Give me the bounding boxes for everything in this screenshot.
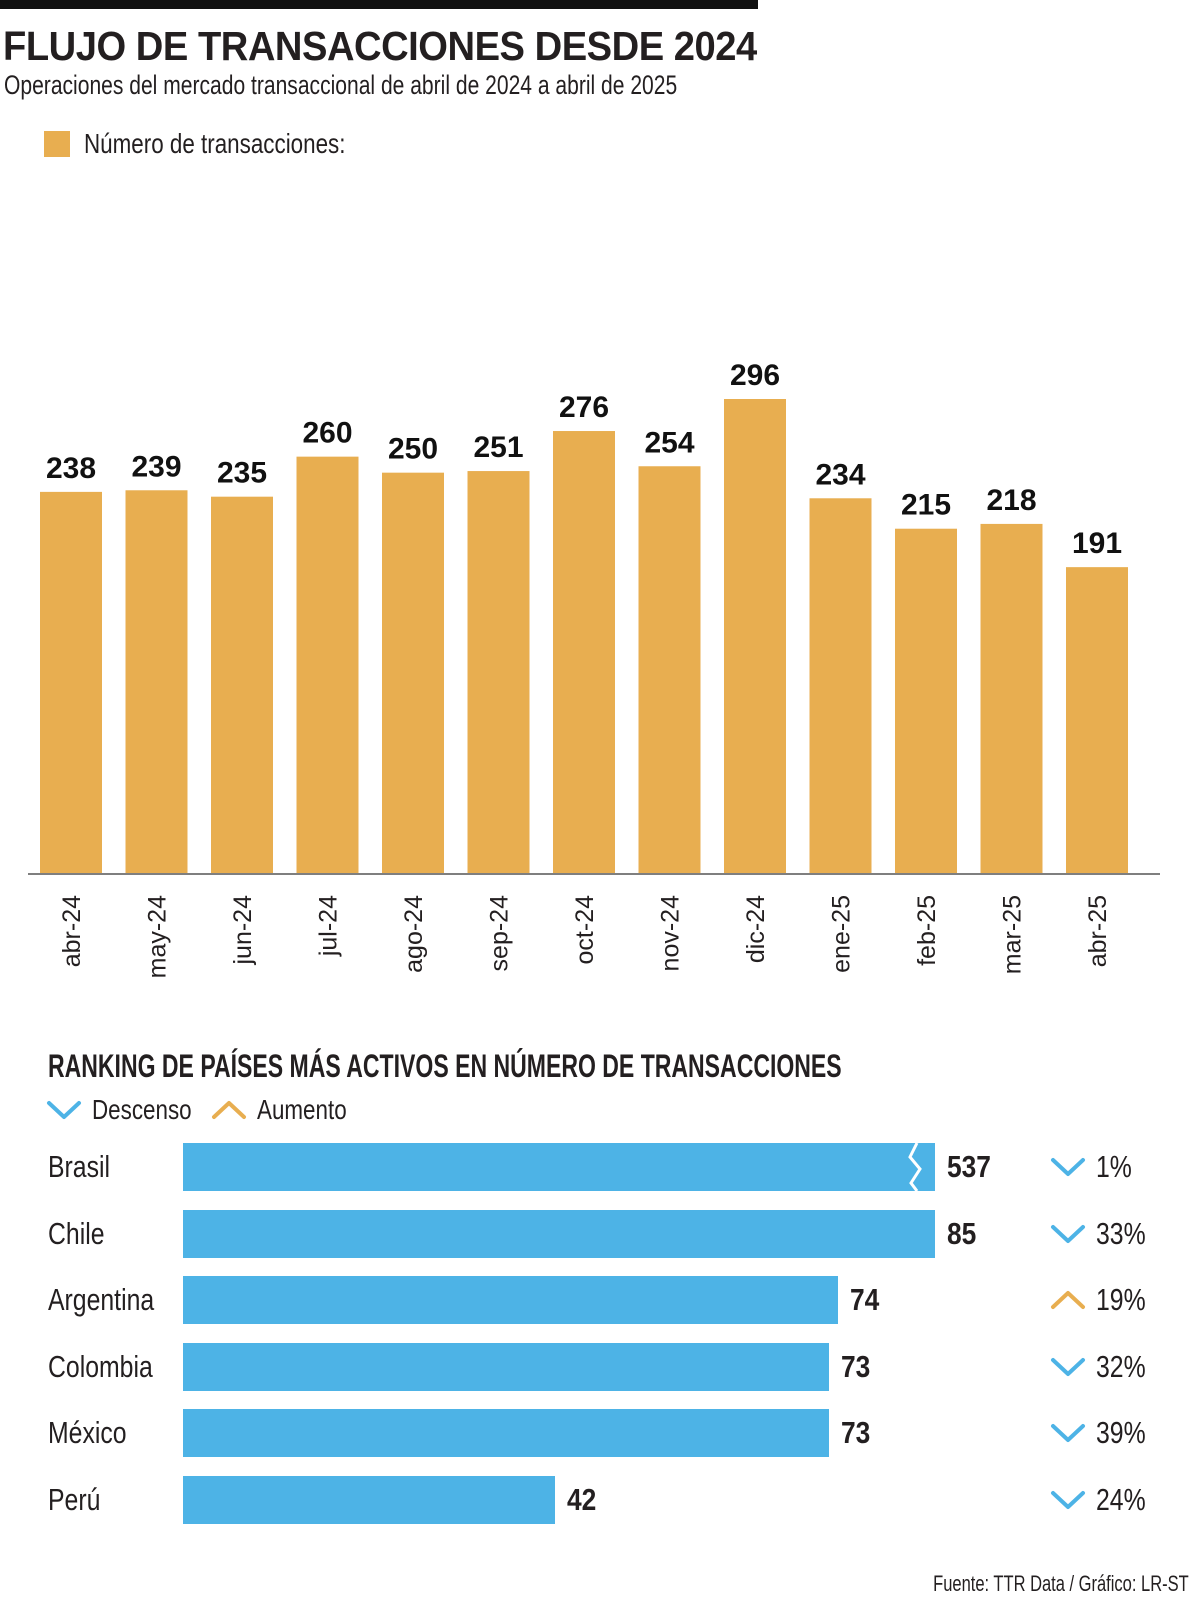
country-label: Brasil [48, 1149, 111, 1184]
x-tick-label: nov-24 [657, 895, 685, 972]
chevron-down-icon [1051, 1490, 1085, 1509]
bar-value-label: 251 [473, 431, 523, 464]
change-indicator: 19% [1050, 1282, 1158, 1318]
x-tick-label: jul-24 [315, 895, 343, 957]
chart-subtitle: Operaciones del mercado transaccional de… [4, 70, 678, 100]
country-label: Chile [48, 1215, 105, 1251]
bar-value-label: 234 [815, 458, 865, 491]
ranking-title: RANKING DE PAÍSES MÁS ACTIVOS EN NÚMERO … [48, 1048, 842, 1084]
ranking-bar [183, 1409, 829, 1457]
bar-value-label: 260 [302, 417, 352, 450]
ranking-bar [183, 1475, 555, 1524]
x-tick-label: ago-24 [400, 895, 428, 973]
ranking-row: Colombia 73 32% [0, 1342, 1195, 1391]
ranking-value: 73 [841, 1415, 871, 1450]
chevron-down-icon [1051, 1357, 1085, 1376]
bar-legend: Número de transacciones: [44, 128, 411, 160]
ranking-row: Brasil 537 1% [0, 1143, 1195, 1191]
chevron-down-icon [47, 1101, 81, 1119]
country-label: Argentina [48, 1282, 155, 1317]
ranking-legend: Descenso Aumento [46, 1092, 363, 1128]
ranking-bar [183, 1342, 829, 1391]
bar-value-label: 296 [730, 359, 780, 392]
change-pct: 24% [1096, 1481, 1146, 1517]
bar [980, 523, 1043, 873]
bar [296, 456, 359, 873]
x-tick-label: ene-25 [828, 895, 856, 973]
ranking-row: Chile 85 33% [0, 1209, 1195, 1258]
ranking-row: Perú 42 24% [0, 1475, 1195, 1524]
ranking-value: 73 [841, 1348, 871, 1384]
country-label: Perú [48, 1481, 101, 1517]
chevron-down-icon [1051, 1158, 1085, 1176]
chevron-up-icon [1051, 1291, 1085, 1309]
bar [467, 471, 530, 873]
chevron-up-icon [211, 1101, 246, 1119]
bar [895, 528, 957, 873]
chevron-down-icon [1051, 1224, 1085, 1243]
change-indicator: 24% [1050, 1482, 1158, 1518]
x-tick-label: may-24 [144, 895, 172, 978]
bar-value-label: 218 [986, 484, 1036, 517]
change-pct: 19% [1096, 1282, 1146, 1317]
change-pct: 33% [1096, 1215, 1146, 1251]
ranking-value: 537 [947, 1149, 991, 1184]
top-rule [0, 0, 758, 9]
ranking-row: Argentina 74 19% [0, 1276, 1195, 1324]
monthly-bar-chart: 238 abr-24 239 may-24 235 jun-24 260 jul-24 250 a… [28, 359, 1160, 978]
chevron-down-icon [1051, 1424, 1085, 1442]
ranking-bar [183, 1276, 838, 1324]
change-pct: 1% [1096, 1149, 1132, 1184]
change-indicator: 32% [1050, 1349, 1158, 1385]
bar [211, 496, 273, 873]
bar [1066, 567, 1128, 873]
legend-descenso-label: Descenso [92, 1094, 192, 1125]
x-tick-label: feb-25 [913, 895, 941, 966]
bar-value-label: 276 [559, 391, 609, 424]
x-tick-label: sep-24 [486, 895, 514, 972]
country-label: México [48, 1415, 127, 1450]
ranking-value: 42 [567, 1481, 597, 1517]
bar-value-label: 191 [1072, 527, 1122, 560]
x-tick-label: abr-24 [58, 895, 86, 967]
axis-break-icon [908, 1143, 922, 1191]
country-label: Colombia [48, 1348, 153, 1384]
bar-value-label: 215 [901, 489, 951, 522]
change-pct: 39% [1096, 1415, 1146, 1450]
ranking-bar [183, 1143, 935, 1191]
change-indicator: 33% [1050, 1216, 1158, 1252]
ranking-row: México 73 39% [0, 1409, 1195, 1457]
x-tick-label: mar-25 [999, 895, 1027, 974]
bar [553, 431, 615, 873]
x-tick-label: oct-24 [571, 895, 599, 965]
legend-swatch [44, 131, 70, 157]
x-tick-label: abr-25 [1084, 895, 1112, 967]
bar [125, 490, 188, 873]
bar [382, 472, 444, 873]
legend-descenso: Descenso [46, 1096, 192, 1124]
legend-label: Número de transacciones: [84, 128, 346, 159]
legend-aumento: Aumento [211, 1096, 346, 1124]
bar-value-label: 238 [46, 452, 96, 485]
source-note: Fuente: TTR Data / Gráfico: LR-ST [933, 1571, 1189, 1596]
x-tick-label: dic-24 [742, 895, 770, 963]
change-indicator: 1% [1050, 1149, 1141, 1185]
bar [638, 466, 701, 873]
x-tick-label: jun-24 [229, 895, 257, 966]
change-pct: 32% [1096, 1348, 1146, 1384]
bar-value-label: 239 [131, 450, 181, 483]
chart-title: FLUJO DE TRANSACCIONES DESDE 2024 [3, 23, 757, 69]
bar [809, 498, 872, 873]
legend-aumento-label: Aumento [256, 1094, 347, 1125]
ranking-value: 85 [947, 1215, 977, 1251]
bar [40, 491, 102, 873]
ranking-value: 74 [850, 1282, 880, 1317]
ranking-bar [183, 1209, 935, 1258]
bar-value-label: 235 [217, 457, 267, 490]
bar-value-label: 250 [388, 433, 438, 466]
bar [724, 399, 786, 873]
change-indicator: 39% [1050, 1415, 1158, 1451]
bar-value-label: 254 [644, 426, 694, 459]
